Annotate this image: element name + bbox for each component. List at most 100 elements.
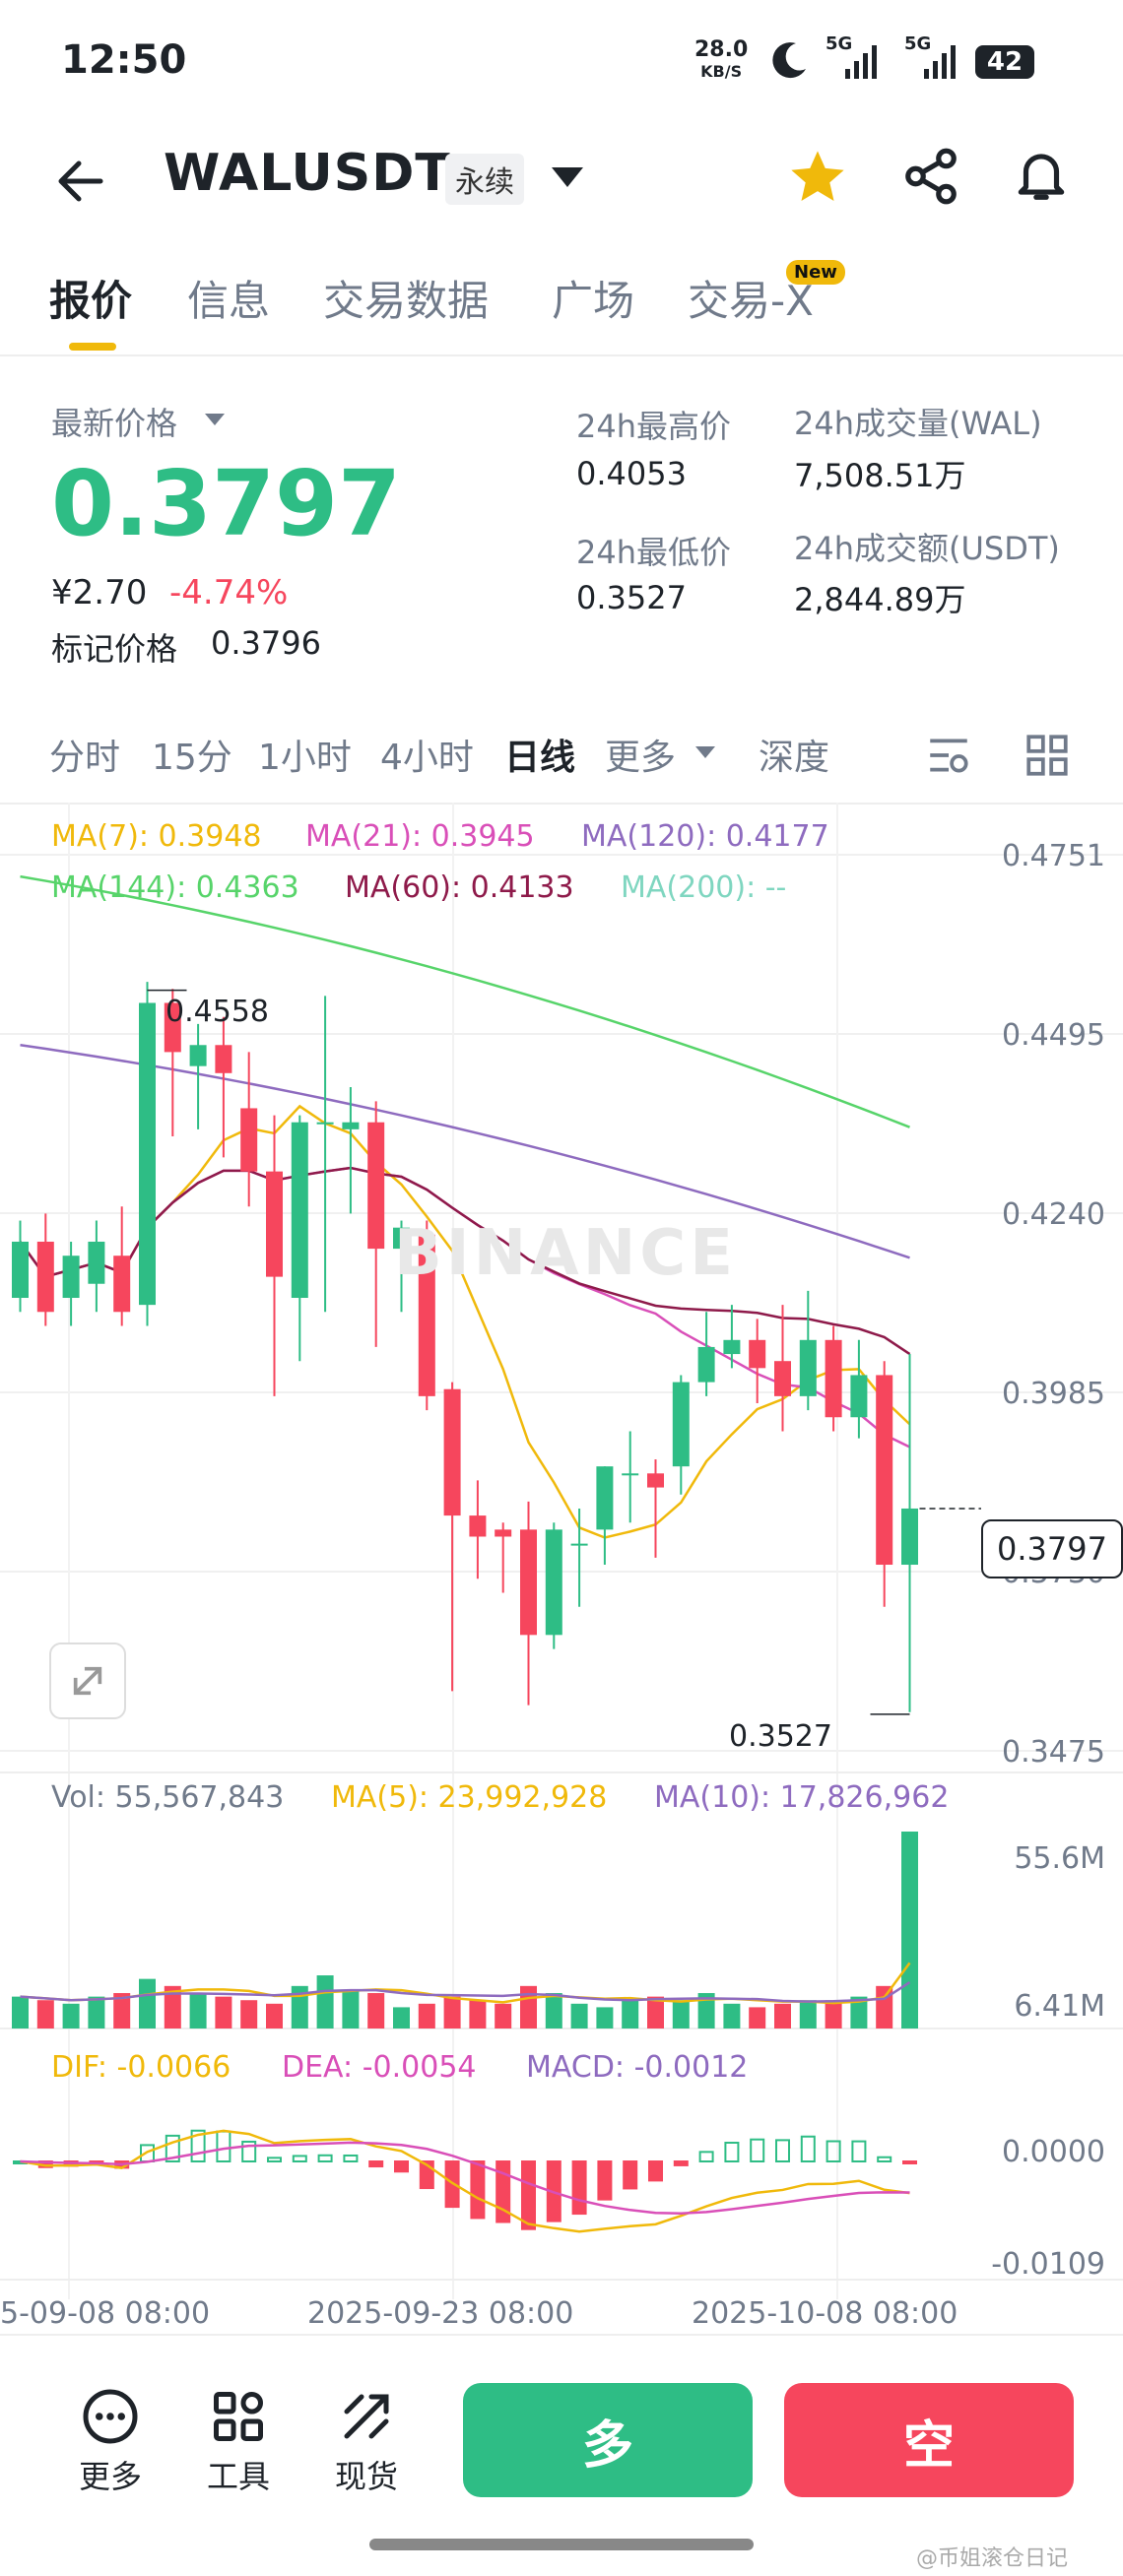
long-button[interactable]: 多: [463, 2383, 753, 2497]
macd-bar: [724, 2141, 740, 2163]
candle-body: [139, 1002, 156, 1306]
candle-body: [672, 1382, 690, 1467]
tools-label[interactable]: 工具: [206, 2458, 270, 2495]
battery-icon: 42: [975, 45, 1034, 79]
dea-line: [20, 2141, 910, 2216]
spot-icon[interactable]: [337, 2387, 396, 2446]
volume-bar: [342, 1989, 360, 2029]
volume-bar: [240, 2000, 258, 2029]
candle-body: [418, 1234, 435, 1396]
indicator-settings-icon[interactable]: [924, 731, 973, 780]
candle-body: [36, 1241, 54, 1313]
volume-bar: [139, 1978, 156, 2029]
share-icon[interactable]: [900, 146, 961, 207]
ma21-label: MA(21): 0.3945: [305, 819, 535, 854]
tab-trading-data[interactable]: 交易数据: [323, 277, 490, 325]
candle-body: [622, 1473, 639, 1476]
volume-bar: [672, 2000, 690, 2029]
interval-more[interactable]: 更多: [605, 738, 677, 778]
candle-body: [596, 1466, 614, 1530]
interval-timeline[interactable]: 分时: [49, 738, 121, 778]
turnover-24h-label: 24h成交额(USDT): [794, 530, 1060, 567]
candle-body: [342, 1122, 360, 1129]
tab-info[interactable]: 信息: [187, 277, 271, 325]
author-watermark: @币姐滚仓日记: [916, 2546, 1069, 2571]
ma120-line: [20, 1044, 910, 1259]
macd-bar: [521, 2160, 536, 2230]
volume-bar: [697, 1993, 715, 2029]
mark-price-value: 0.3796: [211, 624, 321, 662]
tab-bar: 报价 信息 交易数据 广场 交易-X: [0, 246, 1123, 356]
tab-trade-x[interactable]: 交易-X: [688, 277, 814, 325]
network-5g-1: 5G: [826, 33, 853, 54]
macd-bar: [826, 2140, 841, 2163]
volume-bar: [495, 2003, 512, 2029]
kline-chart[interactable]: [0, 803, 1123, 2349]
macd-y-tick: 0.0000: [1002, 2135, 1105, 2169]
macd-bar: [292, 2155, 307, 2163]
latest-price-label[interactable]: 最新价格: [51, 405, 178, 442]
dropdown-icon[interactable]: [548, 163, 587, 193]
low-24h-value: 0.3527: [576, 579, 687, 616]
tab-quote[interactable]: 报价: [49, 277, 133, 325]
y-tick: 0.4240: [1002, 1197, 1105, 1232]
dif-label: DIF: -0.0066: [51, 2050, 231, 2085]
volume-label: Vol: 55,567,843: [51, 1780, 285, 1815]
volume-bar: [164, 1985, 181, 2029]
vol-y-tick: 55.6M: [1014, 1841, 1105, 1876]
volume-bar: [723, 2003, 741, 2029]
interval-4h[interactable]: 4小时: [380, 738, 474, 778]
change-percent: -4.74%: [169, 573, 289, 612]
y-tick: 0.4495: [1002, 1018, 1105, 1053]
volume-bar: [266, 2003, 283, 2029]
candle-body: [113, 1256, 131, 1313]
star-icon[interactable]: [786, 146, 849, 209]
interval-1d[interactable]: 日线: [504, 738, 576, 778]
more-label[interactable]: 更多: [78, 2458, 142, 2495]
cny-price: ¥2.70: [51, 573, 148, 612]
macd-bar: [851, 2140, 867, 2163]
candle-body: [799, 1339, 817, 1396]
ma60-line: [19, 1166, 911, 1356]
more-caret-icon[interactable]: [694, 744, 717, 762]
ma200-label: MA(200): --: [621, 870, 787, 905]
volume-bar: [825, 2000, 842, 2029]
y-tick: 0.4751: [1002, 839, 1105, 873]
symbol-title[interactable]: WALUSDT: [164, 144, 451, 203]
macd-bar: [698, 2151, 714, 2163]
volume-bar: [850, 1996, 868, 2029]
volume-ma10-line: [20, 1980, 911, 2003]
candle-body: [291, 1122, 308, 1299]
caret-down-icon[interactable]: [203, 412, 227, 429]
volume-24h-value: 7,508.51万: [794, 457, 966, 494]
bell-icon[interactable]: [1011, 144, 1072, 205]
home-indicator[interactable]: [369, 2539, 754, 2550]
candle-body: [266, 1171, 283, 1277]
interval-15m[interactable]: 15分: [152, 738, 232, 778]
short-button[interactable]: 空: [784, 2383, 1074, 2497]
current-price-tag: 0.3797: [981, 1519, 1123, 1578]
candle-body: [88, 1241, 105, 1284]
volume-bar: [545, 1993, 562, 2029]
candle-body: [443, 1388, 461, 1516]
fullscreen-button[interactable]: [49, 1642, 126, 1719]
spot-label[interactable]: 现货: [334, 2458, 398, 2495]
more-icon[interactable]: [81, 2387, 140, 2446]
volume-bar: [189, 1993, 207, 2029]
interval-1h[interactable]: 1小时: [258, 738, 352, 778]
tools-icon[interactable]: [209, 2387, 268, 2446]
macd-bar: [368, 2160, 384, 2168]
y-tick: 0.3475: [1002, 1735, 1105, 1770]
clock: 12:50: [61, 37, 187, 83]
macd-bar: [241, 2140, 257, 2162]
status-bar: 12:50 28.0 KB/S 5G 5G 42: [0, 0, 1123, 128]
macd-bar: [190, 2129, 206, 2163]
bottom-divider: [0, 2334, 1123, 2336]
grid-layout-icon[interactable]: [1023, 731, 1072, 780]
candle-body: [774, 1361, 791, 1396]
candle-body: [647, 1473, 664, 1488]
interval-depth[interactable]: 深度: [759, 738, 830, 778]
back-arrow-icon[interactable]: [53, 154, 108, 209]
tab-square[interactable]: 广场: [552, 277, 635, 325]
vol-y-tick: 6.41M: [1014, 1989, 1105, 2024]
